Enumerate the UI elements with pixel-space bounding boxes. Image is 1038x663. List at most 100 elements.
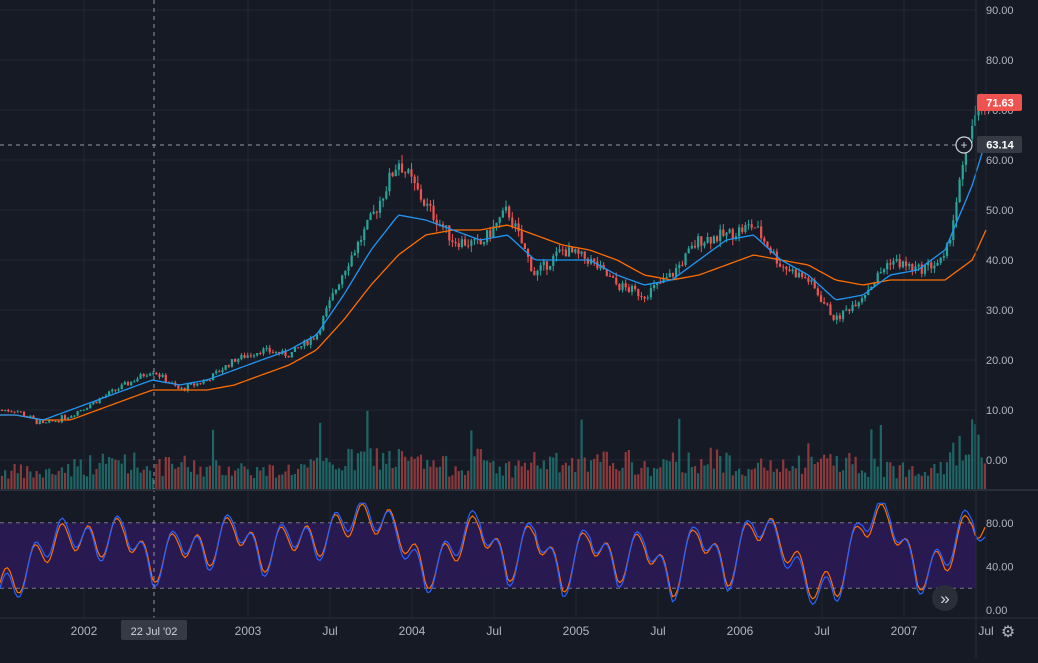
volume-bar <box>240 463 243 489</box>
candle-body <box>196 383 199 386</box>
volume-bar <box>545 469 549 489</box>
candle-body <box>407 169 410 173</box>
volume-bar <box>211 429 215 489</box>
volume-bar <box>955 465 958 489</box>
candle-body <box>426 203 429 206</box>
candle-body <box>687 248 690 254</box>
candle-body <box>246 355 249 358</box>
plus-icon[interactable]: + <box>960 138 967 152</box>
candle-body <box>4 409 7 411</box>
volume-bar <box>838 471 841 489</box>
volume-bar <box>230 475 234 489</box>
candle-body <box>857 302 860 307</box>
candle-body <box>949 240 952 244</box>
candle-body <box>473 238 476 241</box>
volume-bar <box>101 453 104 489</box>
candle-body <box>945 243 949 256</box>
candle-body <box>16 411 19 413</box>
candle-body <box>435 219 438 225</box>
volume-bar <box>171 463 174 489</box>
volume-bar <box>895 478 898 489</box>
volume-bar <box>218 465 221 489</box>
volume-bar <box>73 459 76 489</box>
candle-body <box>95 401 98 404</box>
settings-button[interactable]: ⚙ <box>1001 624 1015 641</box>
volume-bar <box>530 462 533 489</box>
candle-body <box>92 401 95 405</box>
volume-bar <box>177 467 180 489</box>
candle-body <box>48 419 51 423</box>
time-axis-label: 2004 <box>399 624 426 638</box>
candle-body <box>432 205 435 220</box>
volume-bar <box>303 464 306 489</box>
scroll-to-latest-button[interactable]: » <box>932 585 958 611</box>
candle-body <box>621 283 624 290</box>
volume-bar <box>13 464 16 489</box>
volume-bar <box>945 462 949 489</box>
volume-bar <box>756 462 760 489</box>
candle-body <box>766 241 769 248</box>
candle-body <box>536 270 539 276</box>
volume-bar <box>252 477 256 489</box>
candle-body <box>933 265 936 269</box>
volume-bar <box>350 449 353 489</box>
candle-body <box>202 380 205 384</box>
volume-bar <box>215 460 218 489</box>
candle-body <box>319 329 322 335</box>
volume-bar <box>161 475 164 489</box>
volume-bar <box>57 470 60 489</box>
volume-bar <box>7 478 10 489</box>
volume-bar <box>0 475 4 489</box>
volume-bar <box>284 471 287 489</box>
candle-body <box>750 224 753 228</box>
add-alert-button[interactable]: + <box>955 136 973 154</box>
candle-body <box>684 253 687 265</box>
volume-bar <box>164 457 167 489</box>
candle-body <box>325 308 328 317</box>
scroll-to-latest-button-bg[interactable] <box>932 585 958 611</box>
add-alert-button-circle[interactable] <box>955 136 973 154</box>
volume-bar <box>731 475 734 489</box>
stochastic-pane[interactable] <box>0 502 986 606</box>
candle-body <box>413 176 416 184</box>
volume-bar <box>353 470 356 489</box>
candle-body <box>904 261 908 267</box>
candle-body <box>76 411 79 416</box>
candle-body <box>545 261 549 270</box>
last-price-badge: 71.63 <box>977 94 1022 111</box>
candle-body <box>561 249 564 251</box>
volume-bar <box>627 449 630 489</box>
candle-body <box>347 266 350 271</box>
volume-bar <box>407 460 410 489</box>
candle-body <box>889 263 892 265</box>
double-chevron-right-icon[interactable]: » <box>940 589 949 608</box>
candle-body <box>823 301 826 304</box>
candle-body <box>164 374 167 383</box>
candle-body <box>350 255 353 267</box>
volume-bar <box>385 463 388 489</box>
candle-body <box>284 350 287 357</box>
candle-body <box>243 355 246 358</box>
candle-body <box>467 245 470 247</box>
volume-bar <box>145 466 148 489</box>
volume-bar <box>328 462 331 489</box>
time-axis-label: Jul <box>650 624 665 638</box>
gear-icon[interactable]: ⚙ <box>1001 624 1015 641</box>
candle-body <box>22 411 26 417</box>
volume-bar <box>152 477 155 489</box>
volume-bar <box>435 467 438 489</box>
volume-bar <box>114 459 117 489</box>
volume-bar <box>290 475 293 489</box>
candle-body <box>845 309 848 311</box>
volume-bar <box>722 472 725 489</box>
volume-bar <box>911 466 914 489</box>
candle-body <box>801 272 804 277</box>
candle-body <box>911 263 914 271</box>
volume-bar <box>549 456 552 489</box>
volume-bar <box>769 460 772 489</box>
volume-bar <box>873 458 876 489</box>
volume-bar <box>180 462 183 489</box>
candle-body <box>312 338 315 340</box>
